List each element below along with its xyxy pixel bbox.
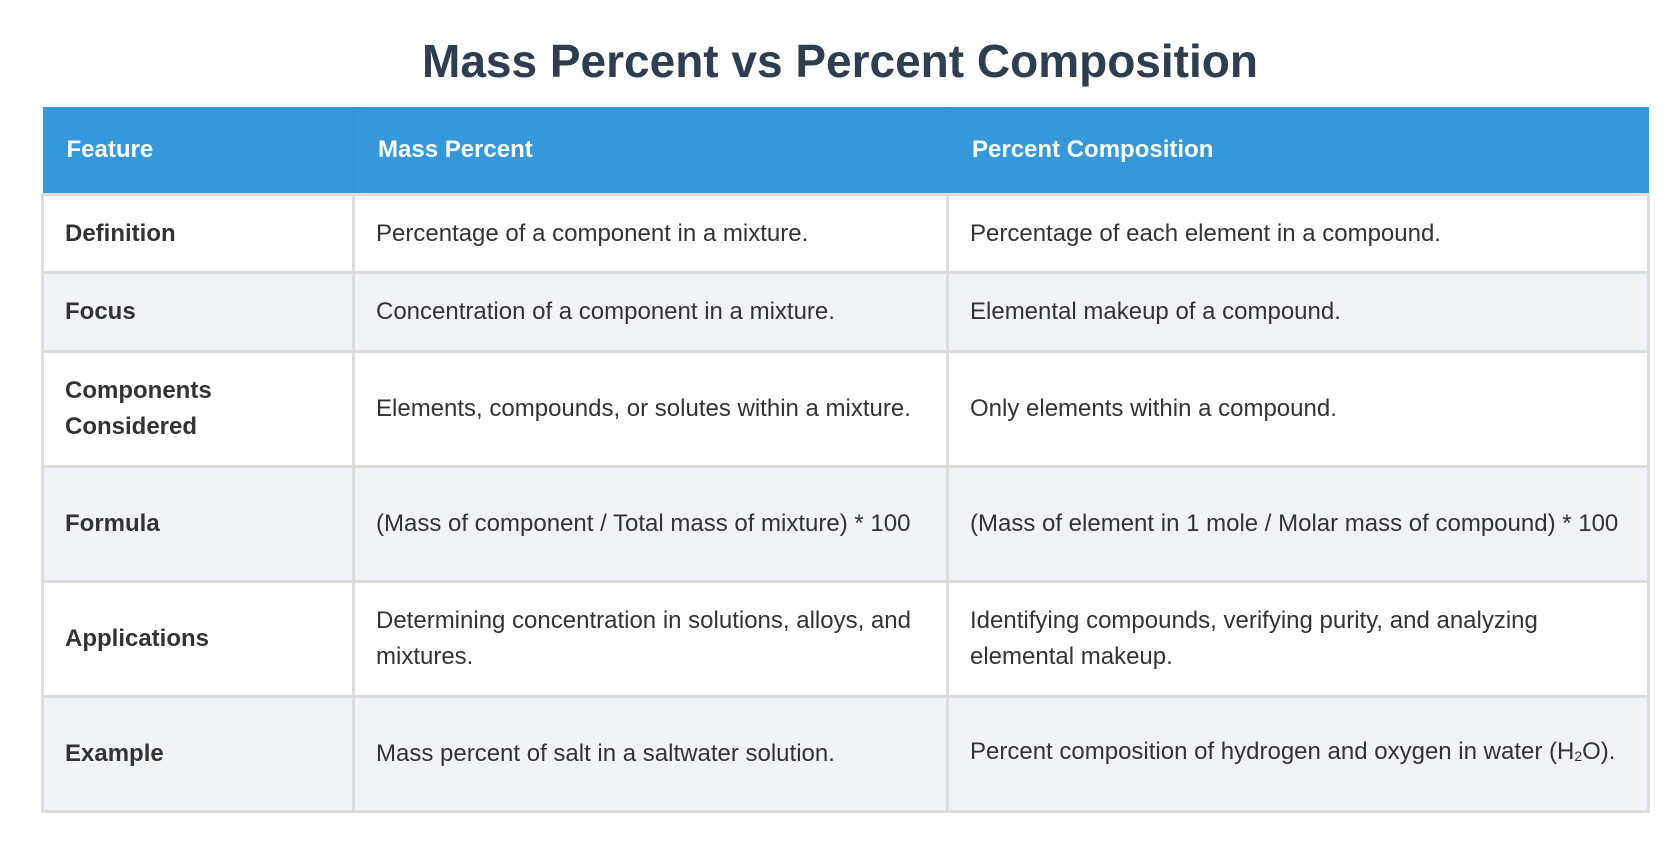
table-row: Applications Determining concentration i… xyxy=(41,580,1650,698)
percent-composition-cell: Percentage of each element in a compound… xyxy=(946,193,1650,274)
feature-cell: Formula xyxy=(41,465,355,583)
feature-cell: Definition xyxy=(41,193,355,274)
example-text-suffix: O). xyxy=(1582,738,1616,765)
table-row: Focus Concentration of a component in a … xyxy=(41,271,1650,353)
mass-percent-cell: Concentration of a component in a mixtur… xyxy=(352,271,949,353)
table-row: Components Considered Elements, compound… xyxy=(41,350,1650,468)
percent-composition-cell: Percent composition of hydrogen and oxyg… xyxy=(946,695,1650,813)
feature-cell: Applications xyxy=(41,580,355,698)
mass-percent-cell: Determining concentration in solutions, … xyxy=(352,580,949,698)
header-feature: Feature xyxy=(42,107,354,195)
feature-cell: Focus xyxy=(41,271,355,353)
example-text-prefix: Percent composition of hydrogen and oxyg… xyxy=(970,738,1575,765)
comparison-table: Feature Mass Percent Percent Composition… xyxy=(41,107,1650,813)
table-row: Example Mass percent of salt in a saltwa… xyxy=(41,695,1650,813)
header-mass-percent: Mass Percent xyxy=(353,107,948,195)
subscript-2: 2 xyxy=(1574,748,1583,764)
percent-composition-cell: Identifying compounds, verifying purity,… xyxy=(946,580,1650,698)
feature-cell: Components Considered xyxy=(41,350,355,468)
mass-percent-cell: Percentage of a component in a mixture. xyxy=(352,193,949,274)
header-percent-composition: Percent Composition xyxy=(947,107,1649,195)
table-row: Definition Percentage of a component in … xyxy=(41,193,1650,274)
mass-percent-cell: Mass percent of salt in a saltwater solu… xyxy=(352,695,949,813)
feature-cell: Example xyxy=(41,695,355,813)
percent-composition-cell: Only elements within a compound. xyxy=(946,350,1650,468)
percent-composition-cell: (Mass of element in 1 mole / Molar mass … xyxy=(946,465,1650,583)
page-title: Mass Percent vs Percent Composition xyxy=(422,35,1258,87)
mass-percent-cell: Elements, compounds, or solutes within a… xyxy=(352,350,949,468)
mass-percent-cell: (Mass of component / Total mass of mixtu… xyxy=(352,465,949,583)
table-row: Formula (Mass of component / Total mass … xyxy=(41,465,1650,583)
table-header-row: Feature Mass Percent Percent Composition xyxy=(42,107,1649,195)
percent-composition-cell: Elemental makeup of a compound. xyxy=(946,271,1650,353)
